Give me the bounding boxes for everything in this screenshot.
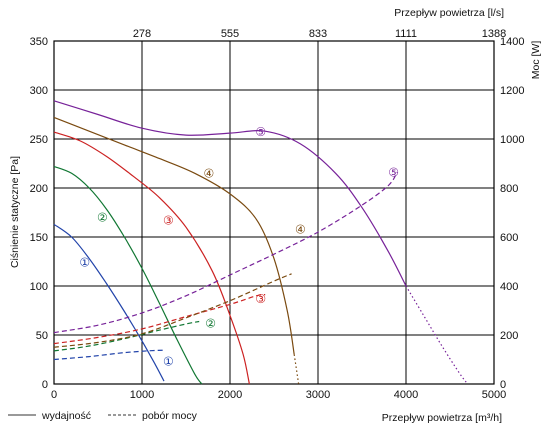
top-axis-label: Przepływ powietrza [l/s] (394, 7, 504, 19)
pressure-curve-extension-5 (405, 285, 469, 385)
power-curve-3 (53, 294, 266, 345)
bottom-axis-label: Przepływ powietrza [m³/h] (382, 412, 502, 424)
pressure-curve-1 (53, 223, 165, 382)
pressure-curve-3 (53, 131, 250, 385)
bottom-tick-label: 0 (51, 389, 57, 401)
left-axis-ticks: 0 50 100 150 200 250 300 350 (30, 36, 48, 391)
legend-label-dashed: pobór mocy (142, 410, 198, 422)
bottom-tick-label: 5000 (482, 389, 506, 401)
right-tick-label: 800 (500, 183, 518, 195)
left-tick-label: 300 (30, 85, 48, 97)
power-curve-marker-5: ⑤ (388, 165, 399, 179)
pressure-curve-2 (53, 165, 203, 385)
top-tick-label: 833 (309, 28, 327, 40)
power-curve-marker-2: ② (205, 316, 216, 330)
pressure-curve-marker-3: ③ (163, 213, 174, 227)
left-tick-label: 150 (30, 232, 48, 244)
right-tick-label: 200 (500, 330, 518, 342)
bottom-axis-ticks: 0 1000 2000 3000 4000 5000 (51, 389, 506, 401)
right-tick-label: 1400 (500, 36, 524, 48)
legend-label-solid: wydajność (41, 410, 91, 422)
right-tick-label: 0 (500, 379, 506, 391)
left-tick-label: 100 (30, 281, 48, 293)
pressure-curve-marker-5: ⑤ (255, 125, 266, 139)
top-tick-label: 278 (133, 28, 151, 40)
left-tick-label: 0 (42, 379, 48, 391)
power-curve-2 (53, 320, 200, 352)
pressure-curve-4 (53, 116, 295, 355)
top-tick-label: 555 (221, 28, 239, 40)
pressure-curve-marker-1: ① (79, 256, 90, 270)
right-tick-label: 400 (500, 281, 518, 293)
grid (54, 41, 494, 384)
plot-frame (53, 40, 495, 385)
bottom-tick-label: 4000 (394, 389, 418, 401)
right-tick-label: 1200 (500, 85, 524, 97)
top-axis-ticks: 278 555 833 1111 1388 (133, 28, 506, 40)
top-tick-label: 1111 (395, 28, 417, 40)
bottom-tick-label: 1000 (130, 389, 154, 401)
power-curve-4 (53, 273, 292, 348)
left-tick-label: 200 (30, 183, 48, 195)
right-tick-label: 600 (500, 232, 518, 244)
pressure-curve-extension-4 (293, 354, 300, 385)
left-tick-label: 350 (30, 36, 48, 48)
pressure-curve-marker-4: ④ (203, 166, 214, 180)
pressure-curve-5 (53, 100, 407, 287)
series-markers: ① ① ② ② ③ ③ ④ ④ ⑤ ⑤ (79, 125, 399, 369)
power-curve-marker-3: ③ (255, 292, 266, 306)
right-axis-ticks: 0 200 400 600 800 1000 1200 1400 (500, 36, 524, 391)
bottom-tick-label: 3000 (306, 389, 330, 401)
pressure-curve-marker-2: ② (97, 210, 108, 224)
left-axis-label: Ciśnienie statyczne [Pa] (9, 156, 21, 268)
power-curve-marker-4: ④ (295, 222, 306, 236)
power-curve-5 (53, 171, 398, 334)
bottom-tick-label: 2000 (218, 389, 242, 401)
legend: wydajność pobór mocy (8, 410, 198, 422)
power-curve-marker-1: ① (163, 355, 174, 369)
left-tick-label: 250 (30, 134, 48, 146)
top-tick-label: 1388 (482, 28, 506, 40)
left-tick-label: 50 (36, 330, 48, 342)
right-tick-label: 1000 (500, 134, 524, 146)
series (53, 100, 469, 385)
right-axis-label: Moc [W] (530, 41, 542, 80)
